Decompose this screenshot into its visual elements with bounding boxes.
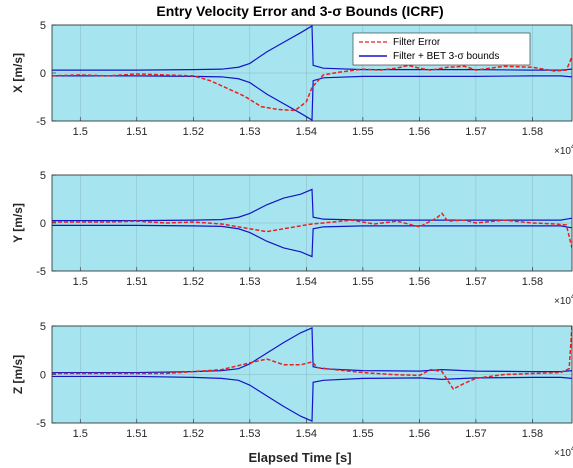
x-tick-label: 1.57 [465,276,486,288]
x-tick-label: 1.58 [522,276,543,288]
legend-label-error: Filter Error [393,37,441,48]
x-tick-label: 1.5 [73,126,88,138]
x-tick-label: 1.56 [409,276,430,288]
y-tick-label: -5 [36,266,46,278]
y-tick-label: 5 [40,20,46,32]
x-tick-label: 1.5 [73,276,88,288]
x-multiplier-exponent: 4 [571,444,573,453]
x-tick-label: 1.55 [352,126,373,138]
series-group [52,326,572,422]
series-bound-lower [52,75,572,121]
x-multiplier-exponent: 4 [571,292,573,301]
x-tick-label: 1.51 [126,428,147,440]
x-tick-label: 1.56 [409,428,430,440]
y-tick-label: 5 [40,321,46,333]
x-tick-label: 1.53 [239,276,260,288]
x-multiplier: ×104 [554,292,573,307]
subplots: 1.5 1.51 1.52 1.53 1.54 1.55 1.56 1.57 1.58-505X… [11,20,573,459]
series-filter-error [52,212,572,249]
subplot-z: 1.5 1.51 1.52 1.53 1.54 1.55 1.56 1.57 1.58 -5 0 5 Z… [11,321,573,459]
subplot-y: 1.5 1.51 1.52 1.53 1.54 1.55 1.56 1.57 1.58 -5 0 5 Y… [11,170,573,307]
x-tick-label: 1.57 [465,428,486,440]
x-multiplier-exponent: 4 [571,142,573,151]
x-tick-label: 1.52 [183,126,204,138]
x-multiplier: ×104 [554,444,573,459]
x-tick-label: 1.54 [296,428,317,440]
y-tick-label: 0 [40,68,46,80]
x-tick-label: 1.54 [296,126,317,138]
chart-title: Entry Velocity Error and 3-σ Bounds (ICR… [156,3,443,19]
x-tick-label: 1.51 [126,276,147,288]
legend: Filter Error Filter + BET 3-σ bounds [352,32,531,66]
x-tick-label: 1.55 [352,276,373,288]
x-tick-label: 1.58 [522,428,543,440]
x-tick-label: 1.54 [296,276,317,288]
x-tick-label: 1.51 [126,126,147,138]
x-tick-label: 1.57 [465,126,486,138]
series-filter-error [52,326,572,391]
x-tick-label: 1.53 [239,428,260,440]
x-axis-label: Elapsed Time [s] [248,450,351,465]
y-axis-label: Z [m/s] [11,355,25,394]
series-bound-lower [52,224,572,258]
x-multiplier: ×104 [554,142,573,157]
legend-box [352,32,531,66]
subplot-x: 1.5 1.51 1.52 1.53 1.54 1.55 1.56 1.57 1.58 -5 0 5 X… [11,20,573,157]
legend-label-bounds: Filter + BET 3-σ bounds [393,51,499,62]
x-tick-label: 1.52 [183,276,204,288]
series-group [52,188,572,258]
series-bound-upper [52,327,572,374]
y-axis-label: Y [m/s] [11,203,25,243]
y-tick-label: -5 [36,418,46,430]
x-tick-label: 1.58 [522,126,543,138]
series-bound-lower [52,375,572,422]
y-tick-label: 0 [40,218,46,230]
series-filter-error [52,56,572,112]
x-tick-label: 1.52 [183,428,204,440]
y-tick-label: 0 [40,370,46,382]
series-bound-upper [52,188,572,222]
series-bound-upper [52,25,572,71]
x-tick-label: 1.5 [73,428,88,440]
y-tick-label: -5 [36,116,46,128]
x-multiplier-base: ×10 [554,296,571,307]
x-multiplier-base: ×10 [554,448,571,459]
x-multiplier-base: ×10 [554,146,571,157]
y-axis-label: X [m/s] [11,53,25,93]
x-tick-label: 1.53 [239,126,260,138]
x-tick-label: 1.55 [352,428,373,440]
series-group [52,25,572,121]
y-tick-label: 5 [40,170,46,182]
x-tick-label: 1.56 [409,126,430,138]
